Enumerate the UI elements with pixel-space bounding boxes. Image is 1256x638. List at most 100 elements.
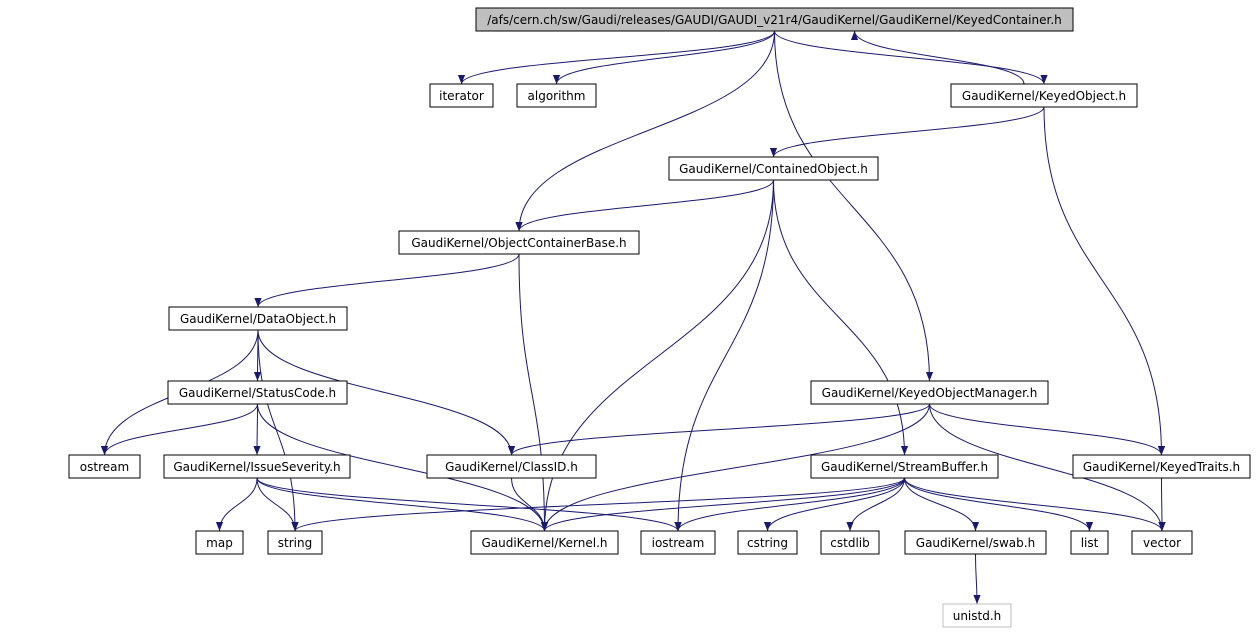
dependency-edge — [973, 553, 981, 605]
node-box — [950, 83, 1138, 108]
dependency-edge — [100, 403, 258, 456]
dependency-edge — [254, 253, 520, 308]
node-label: cstring — [747, 536, 788, 550]
dependency-edge — [904, 477, 1166, 532]
file-node: GaudiKernel/StatusCode.h — [167, 380, 348, 405]
dependency-edge — [774, 30, 934, 382]
node-box — [267, 530, 323, 555]
dependency-edge — [291, 477, 905, 532]
node-label: iterator — [439, 89, 484, 103]
node-box — [1072, 454, 1251, 479]
dependency-edge — [674, 179, 774, 532]
dependency-edge — [515, 30, 775, 232]
dependency-edge — [929, 403, 1166, 532]
node-box — [737, 530, 798, 555]
node-label: cstdlib — [830, 536, 869, 550]
node-box — [68, 454, 141, 479]
dependency-edge — [552, 30, 775, 85]
dependency-edge — [515, 179, 774, 232]
node-box — [398, 230, 640, 255]
file-node: cstring — [737, 530, 798, 555]
node-label: list — [1081, 536, 1099, 550]
node-box — [668, 156, 879, 181]
dependency-edge — [846, 477, 905, 532]
node-box — [163, 454, 351, 479]
file-node: GaudiKernel/StreamBuffer.h — [810, 454, 999, 479]
node-label: /afs/cern.ch/sw/Gaudi/releases/GAUDI/GAU… — [487, 13, 1061, 27]
file-node: GaudiKernel/ContainedObject.h — [668, 156, 879, 181]
node-label: GaudiKernel/KeyedObjectManager.h — [822, 386, 1038, 400]
dependency-edge — [215, 477, 258, 532]
file-node: GaudiKernel/ClassID.h — [426, 454, 597, 479]
dependency-edge — [458, 30, 775, 85]
dependency-edge — [763, 477, 905, 532]
file-node: GaudiKernel/KeyedObject.h — [950, 83, 1138, 108]
node-box — [820, 530, 880, 555]
dependency-edge — [773, 179, 909, 456]
node-box — [942, 603, 1012, 628]
node-label: GaudiKernel/DataObject.h — [180, 312, 336, 326]
node-label: GaudiKernel/Kernel.h — [481, 536, 607, 550]
dependency-edge — [257, 329, 516, 456]
dependency-edge — [511, 477, 549, 532]
dependency-edge — [929, 403, 1166, 456]
node-label: iostream — [652, 536, 705, 550]
file-node: GaudiKernel/Kernel.h — [470, 530, 619, 555]
dependency-edge — [1043, 106, 1166, 456]
file-node: iterator — [429, 83, 494, 108]
dependency-edge — [769, 106, 1045, 158]
dependency-edge — [674, 477, 905, 532]
node-box — [470, 530, 619, 555]
node-box — [516, 83, 597, 108]
dependency-edge — [850, 30, 1025, 85]
node-label: map — [206, 536, 233, 550]
node-box — [168, 306, 348, 331]
file-node: iostream — [640, 530, 716, 555]
node-box — [904, 530, 1047, 555]
file-node: GaudiKernel/KeyedObjectManager.h — [810, 380, 1049, 405]
node-box — [810, 380, 1049, 405]
node-label: unistd.h — [953, 609, 1002, 623]
file-node: /afs/cern.ch/sw/Gaudi/releases/GAUDI/GAU… — [475, 7, 1074, 32]
node-label: GaudiKernel/ObjectContainerBase.h — [411, 236, 626, 250]
dependency-edge — [518, 253, 549, 532]
node-label: string — [278, 536, 312, 550]
node-label: GaudiKernel/StreamBuffer.h — [821, 460, 988, 474]
node-label: GaudiKernel/ClassID.h — [445, 460, 578, 474]
node-label: GaudiKernel/swab.h — [916, 536, 1035, 550]
dependency-edge — [256, 477, 682, 532]
node-box — [167, 380, 348, 405]
node-label: GaudiKernel/StatusCode.h — [179, 386, 336, 400]
dependency-edge — [904, 477, 1094, 532]
node-label: GaudiKernel/IssueSeverity.h — [173, 460, 340, 474]
node-label: GaudiKernel/ContainedObject.h — [679, 162, 868, 176]
node-label: vector — [1143, 536, 1181, 550]
file-node: list — [1070, 530, 1109, 555]
file-node: unistd.h — [942, 603, 1012, 628]
dependency-edge — [774, 30, 1048, 85]
file-node: GaudiKernel/DataObject.h — [168, 306, 348, 331]
file-node: GaudiKernel/IssueSeverity.h — [163, 454, 351, 479]
file-node: GaudiKernel/KeyedTraits.h — [1072, 454, 1251, 479]
file-node: cstdlib — [820, 530, 880, 555]
dependency-edge — [257, 329, 299, 532]
node-label: GaudiKernel/KeyedObject.h — [962, 89, 1126, 103]
file-node: algorithm — [516, 83, 597, 108]
file-node: vector — [1131, 530, 1193, 555]
file-node: ostream — [68, 454, 141, 479]
dependency-edge — [1158, 477, 1166, 532]
node-box — [475, 7, 1074, 32]
dependency-edge — [253, 403, 261, 456]
file-node: string — [267, 530, 323, 555]
file-node: map — [195, 530, 244, 555]
node-label: algorithm — [528, 89, 586, 103]
node-box — [1070, 530, 1109, 555]
dependency-edge — [508, 403, 930, 456]
file-node: GaudiKernel/ObjectContainerBase.h — [398, 230, 640, 255]
node-box — [640, 530, 716, 555]
dependency-edge — [540, 403, 930, 532]
node-box — [195, 530, 244, 555]
dependency-edge — [904, 477, 980, 532]
dependency-edge — [256, 477, 549, 532]
